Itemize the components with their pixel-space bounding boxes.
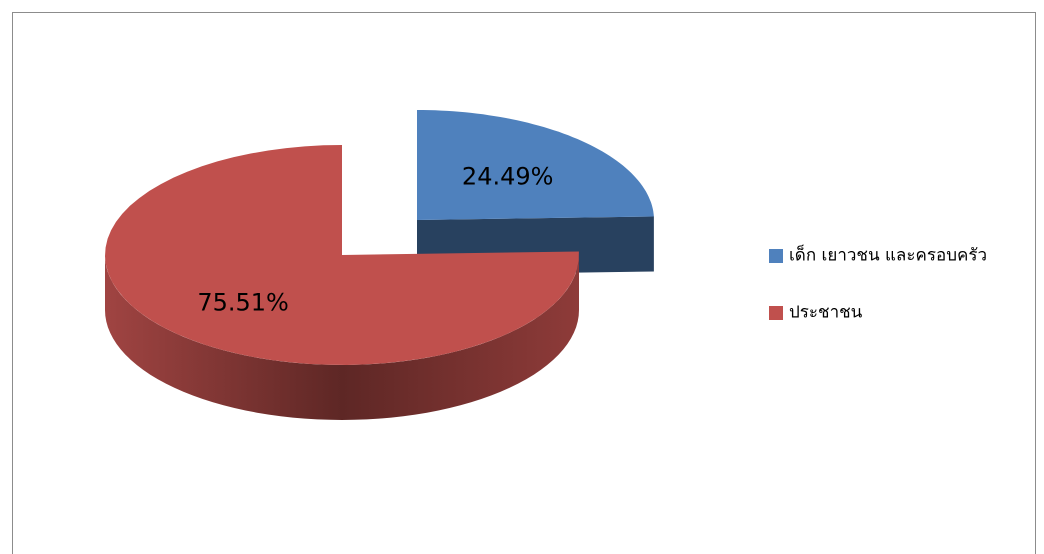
slice — [105, 145, 579, 365]
legend-label: ประชาชน — [789, 303, 863, 323]
slice-side — [105, 255, 579, 420]
value-label: 75.51% — [197, 288, 289, 316]
legend-swatch — [769, 306, 783, 320]
legend-swatch — [769, 249, 783, 263]
value-label: 24.49% — [462, 163, 554, 191]
legend-label: เด็ก เยาวชน และครอบครัว — [789, 244, 987, 266]
slice — [417, 110, 654, 220]
